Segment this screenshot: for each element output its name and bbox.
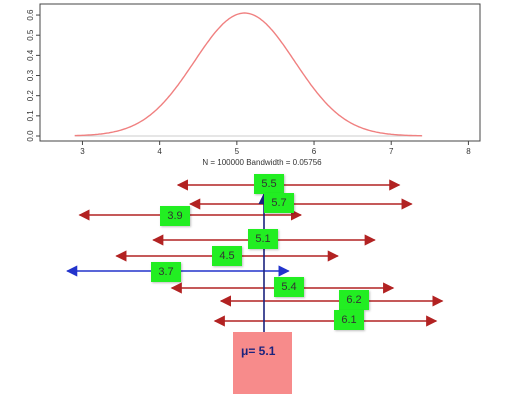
y-tick-label: 0.1 — [26, 110, 35, 122]
y-tick-label: 0.2 — [26, 90, 35, 102]
interval-label: 4.5 — [212, 246, 242, 266]
mean-label: μ= 5.1 — [241, 344, 276, 358]
plot-frame — [39, 3, 481, 142]
y-tick-label: 0.4 — [26, 49, 35, 61]
y-tick-label: 0.6 — [26, 9, 35, 21]
density-caption: N = 100000 Bandwidth = 0.05756 — [202, 158, 322, 167]
density-plot: 3 4 5 6 7 8 0.0 0.1 0.2 0.3 0.4 0.5 0.6 N = 100000 Ba… — [26, 3, 481, 167]
x-tick-label: 4 — [157, 147, 162, 156]
interval-label: 5.4 — [274, 277, 304, 297]
mean-box: μ= 5.1 — [233, 332, 292, 394]
confidence-intervals — [66, 179, 444, 332]
x-tick-label: 3 — [80, 147, 85, 156]
interval-label: 6.2 — [339, 290, 369, 310]
interval-label: 3.7 — [151, 262, 181, 282]
density-curve — [74, 12, 423, 137]
x-tick-label: 7 — [389, 147, 394, 156]
interval-label: 3.9 — [160, 206, 190, 226]
interval-label: 5.5 — [254, 174, 284, 194]
x-tick-label: 6 — [312, 147, 317, 156]
interval-label: 6.1 — [334, 310, 364, 330]
y-tick-label: 0.0 — [26, 130, 35, 142]
y-tick-label: 0.3 — [26, 69, 35, 81]
y-tick-label: 0.5 — [26, 29, 35, 41]
interval-label: 5.1 — [248, 229, 278, 249]
x-tick-label: 8 — [466, 147, 471, 156]
interval-label: 5.7 — [264, 193, 294, 213]
x-tick-label: 5 — [235, 147, 240, 156]
